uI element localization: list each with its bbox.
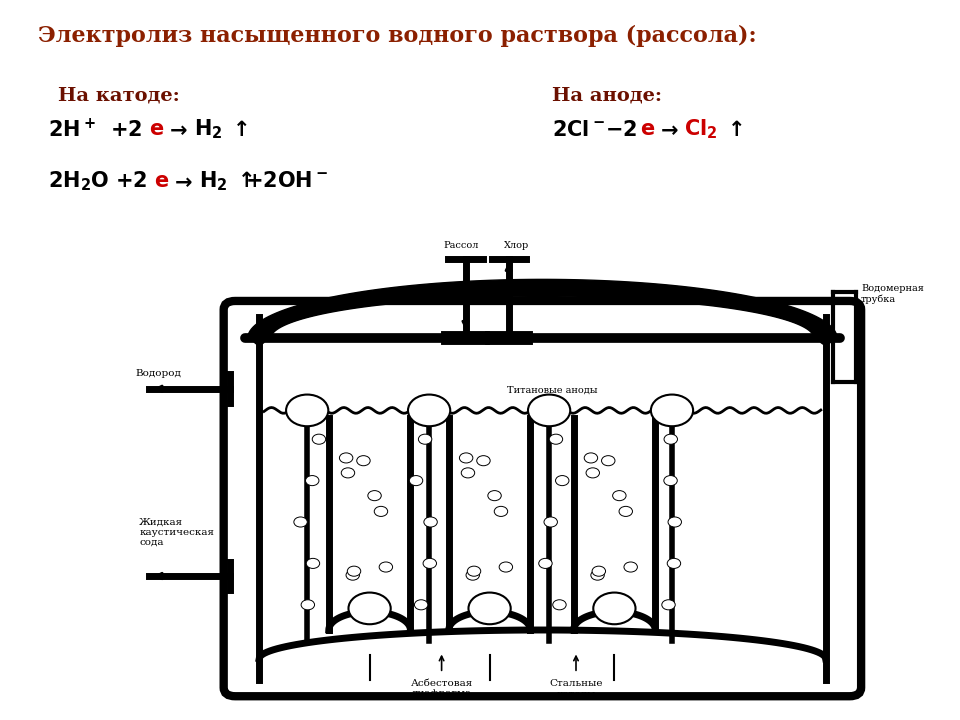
Circle shape — [619, 506, 633, 516]
Circle shape — [477, 456, 491, 466]
Text: $\mathbf{+ 2OH^-}$: $\mathbf{+ 2OH^-}$ — [245, 171, 327, 192]
Text: $\mathbf{e}$: $\mathbf{e}$ — [154, 172, 169, 191]
Circle shape — [305, 475, 319, 485]
Circle shape — [612, 490, 626, 500]
Circle shape — [602, 456, 615, 466]
Text: Водомерная
трубка: Водомерная трубка — [861, 284, 924, 305]
Circle shape — [553, 600, 566, 610]
Text: $\mathbf{2Cl^-}$: $\mathbf{2Cl^-}$ — [552, 120, 605, 140]
Text: $\mathbf{\uparrow}$: $\mathbf{\uparrow}$ — [233, 171, 252, 192]
Circle shape — [494, 506, 508, 516]
Circle shape — [556, 475, 569, 485]
Circle shape — [423, 559, 437, 569]
Text: Электролиз насыщенного водного раствора (рассола):: Электролиз насыщенного водного раствора … — [38, 25, 757, 48]
Circle shape — [664, 434, 678, 444]
Circle shape — [663, 475, 677, 485]
Circle shape — [424, 517, 438, 527]
Text: $\mathbf{e}$: $\mathbf{e}$ — [640, 120, 656, 139]
Text: $\mathbf{+ 2}$: $\mathbf{+ 2}$ — [115, 171, 147, 192]
Text: $\mathbf{2H_2O}$: $\mathbf{2H_2O}$ — [48, 170, 109, 193]
Text: +: + — [422, 403, 436, 418]
Circle shape — [590, 570, 604, 580]
Text: −: − — [363, 601, 376, 616]
Circle shape — [348, 593, 391, 624]
Circle shape — [357, 456, 371, 466]
Circle shape — [468, 566, 481, 576]
Text: +: + — [665, 403, 679, 418]
Circle shape — [374, 506, 388, 516]
Circle shape — [528, 395, 570, 426]
Circle shape — [592, 566, 606, 576]
Circle shape — [593, 593, 636, 624]
Text: $\mathbf{\uparrow}$: $\mathbf{\uparrow}$ — [723, 120, 742, 140]
Text: −: − — [483, 601, 496, 616]
Text: Хлор: Хлор — [504, 241, 529, 251]
Text: $\mathbf{+ 2}$: $\mathbf{+ 2}$ — [110, 120, 142, 140]
Circle shape — [408, 395, 450, 426]
Text: −: − — [608, 601, 621, 616]
Circle shape — [379, 562, 393, 572]
Text: $\mathbf{- 2}$: $\mathbf{- 2}$ — [605, 120, 636, 140]
Text: $\mathbf{2H^+}$: $\mathbf{2H^+}$ — [48, 118, 96, 141]
Circle shape — [368, 490, 381, 500]
Circle shape — [586, 468, 599, 478]
Circle shape — [544, 517, 558, 527]
Text: $\mathbf{Cl_2}$: $\mathbf{Cl_2}$ — [684, 118, 718, 141]
Circle shape — [312, 434, 325, 444]
Text: Стальные
катоды: Стальные катоды — [549, 679, 603, 698]
Text: $\mathbf{H_2}$: $\mathbf{H_2}$ — [199, 170, 228, 193]
Circle shape — [301, 600, 315, 610]
Text: $\mathbf{\uparrow}$: $\mathbf{\uparrow}$ — [228, 120, 248, 140]
Circle shape — [651, 395, 693, 426]
Polygon shape — [248, 279, 837, 338]
Circle shape — [539, 559, 552, 569]
Text: На аноде:: На аноде: — [552, 86, 662, 104]
Circle shape — [488, 490, 501, 500]
Circle shape — [468, 593, 511, 624]
Circle shape — [286, 395, 328, 426]
Circle shape — [415, 600, 428, 610]
Text: Водород: Водород — [135, 369, 181, 378]
Circle shape — [461, 468, 474, 478]
Circle shape — [294, 517, 307, 527]
Text: Жидкая
каустическая
сода: Жидкая каустическая сода — [139, 518, 214, 547]
Text: $\mathbf{e}$: $\mathbf{e}$ — [149, 120, 164, 139]
Circle shape — [409, 475, 422, 485]
Text: $\mathbf{\rightarrow}$: $\mathbf{\rightarrow}$ — [656, 120, 679, 139]
Text: $\mathbf{\rightarrow}$: $\mathbf{\rightarrow}$ — [170, 172, 193, 191]
Circle shape — [460, 453, 473, 463]
Circle shape — [340, 453, 353, 463]
Circle shape — [348, 566, 361, 576]
Text: +: + — [542, 403, 556, 418]
Circle shape — [661, 600, 675, 610]
Text: На катоде:: На катоде: — [58, 86, 180, 104]
FancyBboxPatch shape — [224, 301, 861, 696]
Text: Титановые аноды: Титановые аноды — [507, 385, 597, 395]
Circle shape — [466, 570, 479, 580]
Circle shape — [306, 559, 320, 569]
Circle shape — [668, 517, 682, 527]
Circle shape — [624, 562, 637, 572]
Circle shape — [419, 434, 432, 444]
Text: $\mathbf{\rightarrow}$: $\mathbf{\rightarrow}$ — [165, 120, 188, 139]
Circle shape — [341, 468, 354, 478]
Circle shape — [549, 434, 563, 444]
Circle shape — [667, 559, 681, 569]
Circle shape — [499, 562, 513, 572]
Text: Рассол: Рассол — [444, 241, 478, 251]
Circle shape — [585, 453, 598, 463]
Circle shape — [346, 570, 359, 580]
Text: $\mathbf{H_2}$: $\mathbf{H_2}$ — [194, 118, 223, 141]
Text: Асбестовая
диафрагма: Асбестовая диафрагма — [411, 679, 472, 698]
Text: +: + — [300, 403, 314, 418]
